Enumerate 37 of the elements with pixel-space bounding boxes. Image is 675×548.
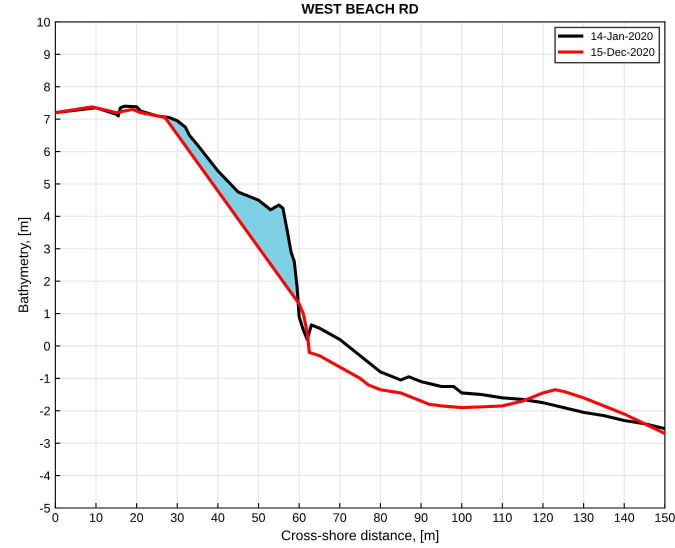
chart-title: WEST BEACH RD xyxy=(301,4,418,14)
x-tick-label: 150 xyxy=(655,513,675,522)
y-tick-label: 0 xyxy=(44,342,50,351)
x-tick-label: 130 xyxy=(574,513,594,522)
y-tick-label: -4 xyxy=(40,472,50,480)
x-tick-label: 10 xyxy=(90,513,102,522)
y-tick-label: 3 xyxy=(44,244,50,254)
x-tick-label: 70 xyxy=(333,513,346,522)
x-tick-label: 90 xyxy=(414,513,428,522)
y-tick-label: 7 xyxy=(44,115,50,124)
y-tick-label: 9 xyxy=(44,50,50,59)
y-tick-label: -1 xyxy=(40,374,50,383)
x-tick-label: 30 xyxy=(170,513,184,522)
y-tick-label: 1 xyxy=(44,309,50,318)
x-tick-label: 80 xyxy=(374,513,387,522)
y-tick-label: 8 xyxy=(44,82,50,92)
x-tick-label: 110 xyxy=(493,513,512,522)
y-axis-title: Bathymetry, [m] xyxy=(18,218,32,312)
x-tick-label: 100 xyxy=(452,513,472,522)
x-tick-label: 60 xyxy=(292,513,306,522)
x-tick-label: 140 xyxy=(614,513,634,522)
x-tick-label: 20 xyxy=(130,513,144,522)
y-tick-label: -5 xyxy=(40,504,50,513)
x-tick-label: 50 xyxy=(252,513,265,522)
y-tick-label: -3 xyxy=(40,438,50,448)
legend-label: 14-Jan-2020 xyxy=(591,32,653,40)
y-tick-label: 6 xyxy=(44,147,50,156)
legend-label: 15-Dec-2020 xyxy=(591,48,654,56)
y-tick-label: 4 xyxy=(44,212,50,221)
y-tick-label: 10 xyxy=(38,18,50,27)
y-tick-label: 2 xyxy=(44,276,50,286)
x-tick-label: 40 xyxy=(211,513,224,522)
x-tick-label: 0 xyxy=(52,513,58,522)
y-tick-label: 5 xyxy=(44,180,50,189)
x-tick-label: 120 xyxy=(533,513,553,522)
y-tick-label: -2 xyxy=(40,406,50,416)
x-axis-title: Cross-shore distance, [m] xyxy=(282,530,438,544)
